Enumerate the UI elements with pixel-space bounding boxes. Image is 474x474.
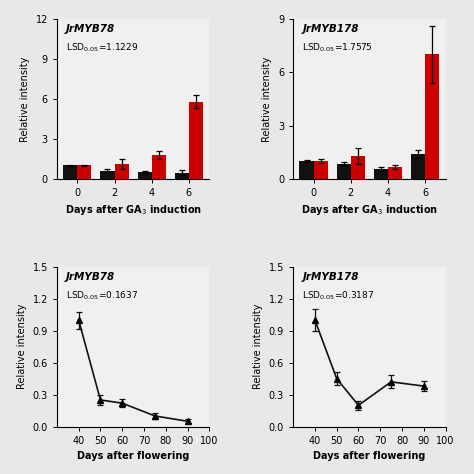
Bar [425,55,439,179]
Text: LSD$_{0.05}$=1.7575: LSD$_{0.05}$=1.7575 [302,41,373,54]
X-axis label: Days after flowering: Days after flowering [77,451,189,461]
Y-axis label: Relative intensity: Relative intensity [253,304,263,389]
Bar [351,156,365,179]
Text: LSD$_{0.05}$=1.1229: LSD$_{0.05}$=1.1229 [66,41,138,54]
Bar [152,155,166,179]
X-axis label: Days after GA$_3$ induction: Days after GA$_3$ induction [64,203,201,218]
Text: LSD$_{0.05}$=0.1637: LSD$_{0.05}$=0.1637 [66,289,138,301]
Bar [300,161,314,179]
Bar [63,165,77,179]
Text: JrMYB178: JrMYB178 [302,272,359,282]
X-axis label: Days after flowering: Days after flowering [313,451,426,461]
Bar [374,169,388,179]
Bar [77,165,91,179]
Y-axis label: Relative intensity: Relative intensity [20,56,30,142]
Text: LSD$_{0.05}$=0.3187: LSD$_{0.05}$=0.3187 [302,289,374,301]
Bar [411,154,425,179]
Bar [314,161,328,179]
Text: JrMYB78: JrMYB78 [66,24,115,34]
X-axis label: Days after GA$_3$ induction: Days after GA$_3$ induction [301,203,438,218]
Bar [100,171,115,179]
Bar [175,173,189,179]
Text: JrMYB178: JrMYB178 [302,24,359,34]
Bar [115,164,128,179]
Y-axis label: Relative intensity: Relative intensity [263,56,273,142]
Y-axis label: Relative intensity: Relative intensity [17,304,27,389]
Bar [189,101,203,179]
Bar [388,167,402,179]
Bar [337,164,351,179]
Bar [137,172,152,179]
Text: JrMYB78: JrMYB78 [66,272,115,282]
